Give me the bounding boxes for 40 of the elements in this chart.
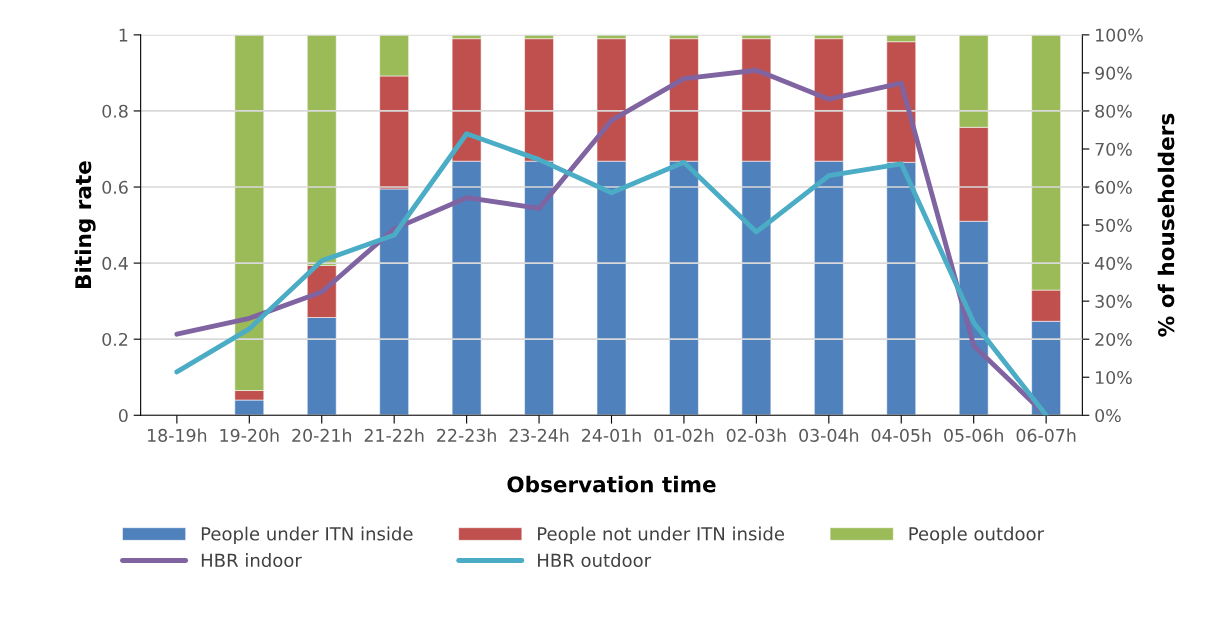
y2-tick-label: 10%	[1096, 370, 1132, 385]
y2-axis-title: % of householders	[1157, 113, 1175, 337]
x-tick-label: 22-23h	[437, 428, 496, 442]
y-axis-title: Biting rate	[74, 161, 96, 288]
y2-tick-label: 0%	[1095, 408, 1121, 423]
y-tick-label: 0.2	[102, 332, 128, 347]
y-tick-label: 1	[119, 28, 128, 42]
x-tick-label: 24-01h	[582, 428, 641, 442]
x-tick-label: 20-21h	[292, 428, 351, 442]
y2-tick-label: 50%	[1095, 218, 1132, 232]
legend-label: HBR indoor	[201, 553, 302, 568]
y2-tick-label: 60%	[1095, 180, 1132, 194]
x-tick-label: 02-03h	[726, 428, 786, 442]
x-tick-label: 06-07h	[1016, 428, 1076, 442]
y2-tick-label: 80%	[1095, 104, 1132, 118]
y2-tick-label: 40%	[1095, 256, 1132, 270]
legend-label: People outdoor	[909, 526, 1045, 545]
x-tick-label: 18-19h	[148, 428, 207, 442]
x-tick-label: 21-22h	[364, 428, 424, 442]
y-tick-label: 0	[118, 408, 128, 423]
y-tick-label: 0.6	[102, 180, 128, 194]
line-series	[174, 131, 1049, 416]
legend-label: People under ITN inside	[201, 526, 413, 545]
x-tick-label: 19-20h	[220, 428, 279, 442]
y2-tick-label: 100%	[1096, 28, 1143, 42]
x-axis-title: Observation time	[507, 475, 716, 493]
x-tick-label: 23-24h	[509, 428, 569, 442]
y-tick-label: 0.8	[102, 104, 128, 118]
y2-tick-label: 20%	[1095, 332, 1132, 347]
x-tick-label: 04-05h	[871, 428, 931, 442]
legend-label: People not under ITN inside	[538, 526, 785, 545]
x-tick-label: 05-06h	[944, 428, 1003, 442]
y2-tick-label: 90%	[1095, 66, 1132, 80]
x-tick-label: 03-04h	[799, 428, 859, 442]
y-tick-label: 0.4	[102, 256, 128, 270]
y2-tick-label: 30%	[1095, 294, 1132, 308]
line-series	[174, 67, 1049, 416]
x-tick-label: 01-02h	[654, 428, 714, 442]
y2-tick-label: 70%	[1095, 142, 1132, 156]
legend-label: HBR outdoor	[538, 553, 652, 568]
